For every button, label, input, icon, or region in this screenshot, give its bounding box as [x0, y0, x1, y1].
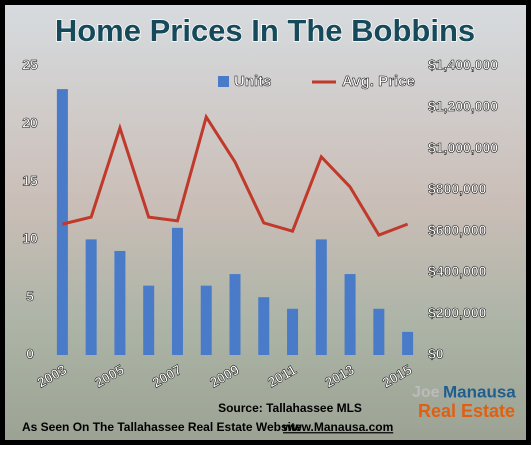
y2-tick-label: $200,000 — [428, 304, 487, 320]
legend-swatch — [218, 76, 229, 87]
chart-title: Home Prices In The Bobbins — [55, 13, 475, 48]
line — [62, 113, 409, 237]
y2-tick-label: $400,000 — [428, 263, 487, 279]
bar — [258, 297, 270, 355]
y2-tick-label: $1,200,000 — [428, 98, 498, 114]
bar — [373, 308, 385, 355]
y-tick-label: 10 — [22, 230, 38, 246]
y2-tick-label: $800,000 — [428, 181, 487, 197]
y-tick-label: 0 — [26, 346, 34, 362]
bar — [229, 274, 241, 355]
bar — [143, 285, 155, 355]
y-tick-label: 15 — [22, 172, 38, 188]
y2-tick-label: $1,400,000 — [428, 57, 498, 73]
source: Source: Tallahassee MLS — [218, 401, 362, 415]
logo-name: Manausa — [443, 382, 516, 401]
y2-tick-label: $1,000,000 — [428, 139, 498, 155]
y-tick-label: 5 — [26, 288, 34, 304]
y-tick-label: 25 — [22, 57, 38, 73]
bar — [344, 274, 356, 355]
bar — [85, 239, 97, 355]
legend-label: Units — [234, 73, 272, 90]
bar — [287, 308, 299, 355]
y2-tick-label: $0 — [428, 346, 444, 362]
legend-label: Avg. Price — [342, 73, 415, 90]
bar — [402, 331, 414, 355]
bar — [114, 250, 126, 355]
y2-tick-label: $600,000 — [428, 222, 487, 238]
logo-sub: Real Estate — [418, 401, 515, 421]
logo-first: Joe — [412, 384, 440, 401]
website: www.Manausa.com — [282, 420, 393, 434]
bar — [200, 285, 212, 355]
y-tick-label: 20 — [22, 115, 38, 131]
bar — [56, 89, 68, 356]
bar — [171, 227, 183, 355]
footer: As Seen On The Tallahassee Real Estate W… — [22, 420, 302, 434]
bar — [315, 239, 327, 355]
